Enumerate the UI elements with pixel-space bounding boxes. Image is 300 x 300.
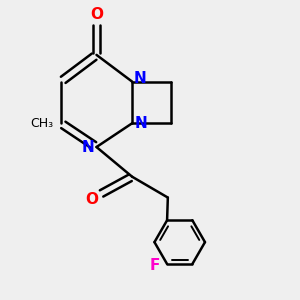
Text: N: N xyxy=(135,116,148,131)
Text: CH₃: CH₃ xyxy=(30,117,53,130)
Text: O: O xyxy=(85,191,98,206)
Text: F: F xyxy=(150,258,160,273)
Text: N: N xyxy=(81,140,94,154)
Text: O: O xyxy=(90,7,103,22)
Text: N: N xyxy=(133,71,146,86)
